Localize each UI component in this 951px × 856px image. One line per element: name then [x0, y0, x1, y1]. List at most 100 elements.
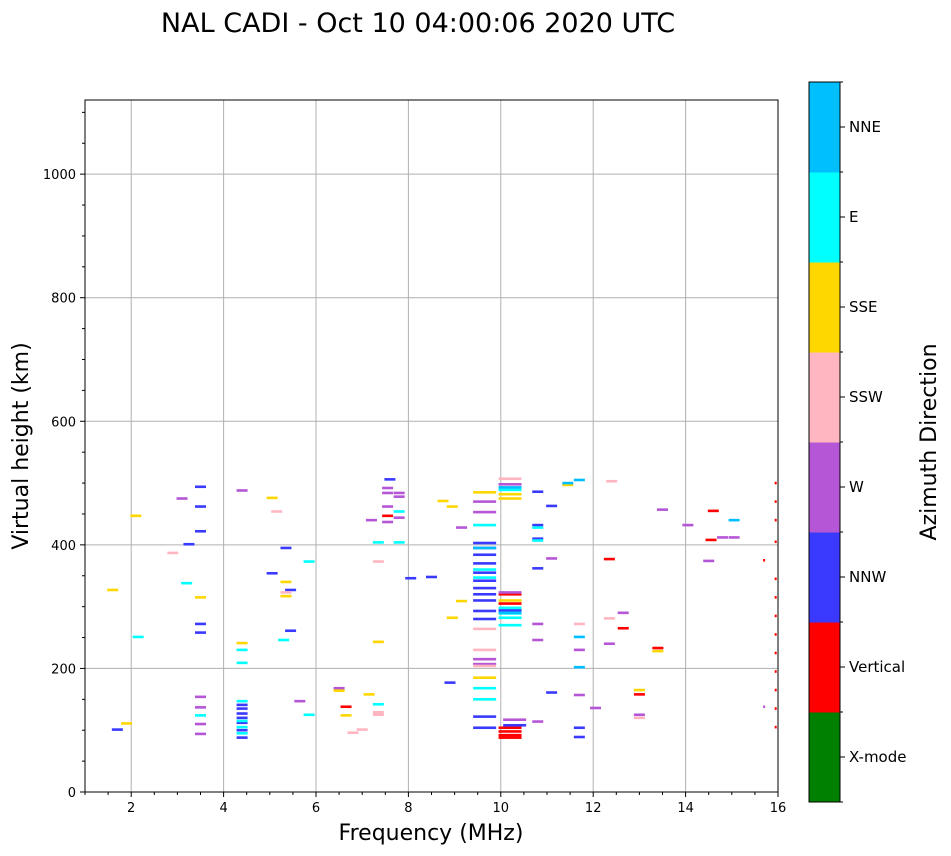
data-point	[498, 623, 522, 627]
series-w	[176, 483, 766, 736]
data-point	[473, 664, 497, 668]
x-tick-label: 6	[312, 801, 320, 816]
data-point	[333, 689, 345, 692]
data-point	[498, 591, 522, 594]
colorbar-segment	[809, 442, 840, 533]
data-point	[498, 726, 522, 730]
data-point	[195, 622, 206, 626]
data-point	[195, 722, 206, 726]
data-point	[195, 706, 206, 709]
data-point	[473, 657, 497, 661]
data-point	[132, 635, 144, 639]
data-point	[393, 510, 405, 513]
data-point	[573, 648, 585, 652]
data-point	[372, 702, 384, 706]
data-point	[606, 479, 618, 483]
y-tick-label: 600	[51, 415, 76, 430]
data-point	[498, 592, 522, 596]
data-point	[633, 688, 645, 692]
data-point	[573, 693, 585, 697]
data-point	[774, 633, 777, 636]
colorbar-segment	[809, 82, 840, 173]
data-point	[763, 705, 766, 709]
data-point	[498, 606, 522, 610]
data-point	[236, 712, 248, 715]
data-point	[236, 719, 248, 723]
data-point	[603, 617, 615, 620]
y-axis: 0 200 400 600 800 1000	[43, 111, 85, 801]
data-point	[195, 485, 206, 489]
data-point	[473, 662, 497, 666]
data-point	[280, 591, 292, 594]
colorbar-label: E	[849, 208, 858, 226]
data-point	[195, 732, 206, 736]
data-point	[617, 611, 629, 615]
y-axis-label: Virtual height (km)	[9, 342, 34, 549]
data-point	[774, 540, 777, 544]
data-point	[774, 688, 777, 692]
data-point	[393, 516, 405, 519]
data-point	[603, 557, 615, 561]
data-point	[280, 594, 292, 598]
plot-frame	[84, 99, 779, 793]
data-point	[532, 523, 544, 527]
data-point	[195, 695, 206, 699]
colorbar-label: SSE	[849, 298, 878, 316]
data-point	[473, 609, 497, 613]
data-point	[652, 649, 664, 653]
data-point	[121, 722, 133, 725]
data-point	[546, 691, 558, 694]
data-point	[774, 707, 777, 710]
data-point	[728, 518, 740, 522]
data-point	[236, 661, 248, 665]
data-point	[236, 716, 248, 720]
data-point	[195, 529, 206, 533]
data-point	[498, 486, 522, 489]
data-point	[774, 481, 777, 485]
data-point	[473, 562, 497, 565]
data-point	[444, 681, 456, 684]
series-sse	[107, 483, 664, 725]
data-point	[498, 730, 522, 733]
data-point	[473, 541, 497, 545]
series-nne	[473, 478, 740, 669]
data-point	[774, 577, 777, 581]
data-point	[498, 497, 522, 500]
data-point	[382, 505, 394, 508]
data-point	[363, 693, 375, 696]
data-point	[562, 483, 574, 487]
data-point	[617, 626, 629, 630]
data-point	[195, 714, 206, 717]
data-point	[774, 500, 777, 503]
data-point	[498, 611, 522, 615]
data-point	[183, 542, 195, 546]
colorbar-segment	[809, 262, 840, 353]
x-axis: 2 4 6 8 10 12 14 16	[84, 792, 786, 816]
data-point	[763, 559, 766, 562]
data-point	[774, 651, 777, 655]
colorbar: X-mode Vertical NNW W SSW SSE E NNE	[808, 81, 906, 803]
data-point	[498, 733, 522, 737]
colorbar-label: W	[849, 478, 864, 496]
data-point	[236, 725, 248, 729]
data-point	[347, 731, 359, 734]
data-point	[652, 646, 664, 650]
data-point	[271, 510, 283, 513]
data-point	[372, 560, 384, 563]
data-point	[473, 592, 497, 596]
data-point	[280, 580, 292, 584]
data-point	[285, 588, 297, 592]
data-point	[532, 720, 544, 723]
data-point	[285, 629, 297, 633]
data-point	[703, 559, 715, 563]
data-point	[728, 536, 740, 539]
y-tick-label: 800	[51, 292, 76, 307]
series-vertical	[340, 481, 777, 739]
data-point	[473, 627, 497, 631]
data-point	[774, 518, 777, 522]
data-point	[473, 491, 497, 494]
colorbar-segment	[809, 172, 840, 263]
data-point	[774, 670, 777, 673]
data-point	[393, 495, 405, 498]
